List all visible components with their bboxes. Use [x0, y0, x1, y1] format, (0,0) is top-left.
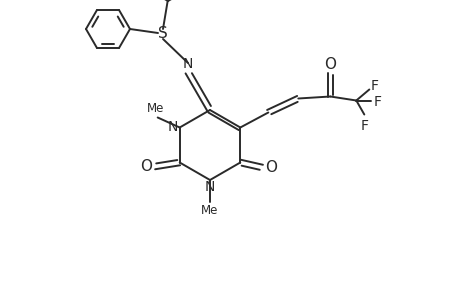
- Text: F: F: [373, 94, 381, 109]
- Text: N: N: [167, 119, 178, 134]
- Text: O: O: [324, 57, 336, 72]
- Text: Me: Me: [147, 102, 164, 115]
- Text: Me: Me: [201, 203, 218, 217]
- Text: S: S: [158, 26, 168, 40]
- Text: N: N: [182, 57, 193, 71]
- Text: F: F: [359, 118, 368, 133]
- Text: O: O: [140, 159, 151, 174]
- Text: O: O: [265, 160, 277, 175]
- Text: N: N: [204, 180, 215, 194]
- Text: F: F: [369, 79, 377, 92]
